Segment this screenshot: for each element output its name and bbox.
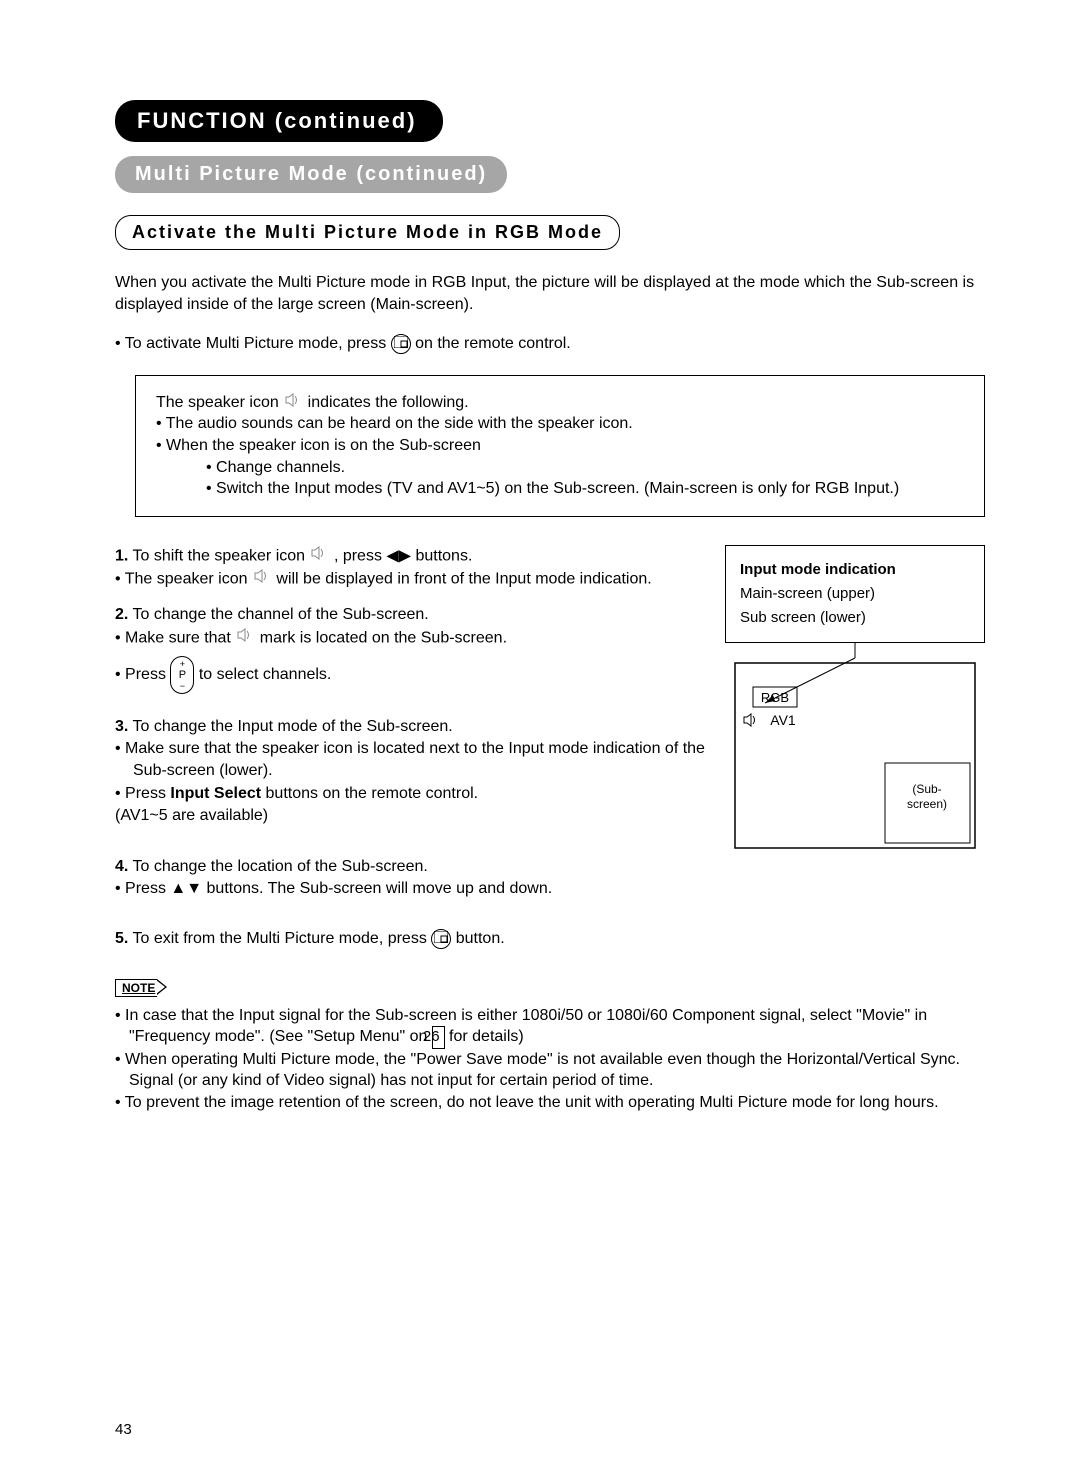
steps-column: 1. To shift the speaker icon , press ◀▶ … [115, 545, 705, 951]
step-number: 5. [115, 930, 128, 947]
intro-paragraph: When you activate the Multi Picture mode… [115, 272, 985, 315]
text: buttons. [415, 547, 472, 564]
text: • When the speaker icon is on the Sub-sc… [156, 435, 964, 457]
text: To change the channel of the Sub-screen. [133, 606, 429, 623]
step-3-detail: • Make sure that the speaker icon is loc… [115, 738, 705, 783]
text: • Press [115, 785, 170, 802]
svg-text:AV1: AV1 [770, 712, 796, 728]
step-2-press: • Press +P− to select channels. [115, 656, 705, 694]
svg-text:(Sub-: (Sub- [912, 782, 941, 796]
sub-screen-label: Sub screen (lower) [740, 606, 970, 630]
text: • Make sure that [115, 629, 235, 646]
step-4: 4. To change the location of the Sub-scr… [115, 856, 705, 878]
manual-page: FUNCTION (continued) Multi Picture Mode … [0, 0, 1080, 1478]
section-header-function: FUNCTION (continued) [115, 100, 443, 142]
note-item-2: • When operating Multi Picture mode, the… [115, 1049, 985, 1092]
speaker-icon [285, 392, 301, 414]
page-ref: 26 [432, 1026, 445, 1048]
note-item-1: • In case that the Input signal for the … [115, 1005, 985, 1049]
section-header-activate: Activate the Multi Picture Mode in RGB M… [115, 215, 620, 250]
speaker-icon [237, 627, 253, 649]
step-2: 2. To change the channel of the Sub-scre… [115, 604, 705, 626]
note-item-3: • To prevent the image retention of the … [115, 1092, 985, 1114]
step-1: 1. To shift the speaker icon , press ◀▶ … [115, 545, 705, 568]
input-mode-box: Input mode indication Main-screen (upper… [725, 545, 985, 643]
step-3-note: (AV1~5 are available) [115, 805, 705, 827]
text: • Press [115, 880, 170, 897]
instructions-columns: 1. To shift the speaker icon , press ◀▶ … [115, 545, 985, 951]
section-header-multi-picture: Multi Picture Mode (continued) [115, 156, 507, 193]
step-2-detail: • Make sure that mark is located on the … [115, 627, 705, 650]
text: To change the Input mode of the Sub-scre… [133, 718, 453, 735]
text: • The audio sounds can be heard on the s… [156, 413, 964, 435]
text: The speaker icon [156, 394, 283, 411]
note-label: NOTE [115, 979, 157, 997]
text: To exit from the Multi Picture mode, pre… [133, 930, 432, 947]
left-right-icon: ◀▶ [386, 547, 411, 564]
text: on the remote control. [415, 335, 571, 352]
text: • To activate Multi Picture mode, press [115, 335, 391, 352]
up-down-icon: ▲▼ [170, 880, 202, 897]
main-screen-label: Main-screen (upper) [740, 582, 970, 606]
text-bold: Input Select [170, 785, 261, 802]
text: To change the location of the Sub-screen… [133, 858, 428, 875]
p-button-icon: +P− [170, 656, 194, 694]
text: To shift the speaker icon [133, 547, 310, 564]
diagram-column: Input mode indication Main-screen (upper… [725, 545, 985, 951]
input-mode-title: Input mode indication [740, 558, 970, 582]
step-3-press: • Press Input Select buttons on the remo… [115, 783, 705, 805]
step-5: 5. To exit from the Multi Picture mode, … [115, 928, 705, 950]
text: mark is located on the Sub-screen. [260, 629, 507, 646]
text: button. [456, 930, 505, 947]
step-number: 1. [115, 547, 128, 564]
notes-list: • In case that the Input signal for the … [115, 1005, 985, 1114]
speaker-icon [311, 545, 327, 567]
pip-icon [431, 929, 451, 949]
text: to select channels. [199, 666, 332, 683]
svg-text:screen): screen) [907, 797, 947, 811]
step-number: 2. [115, 606, 128, 623]
screen-diagram: RGB AV1 (Sub- screen) [725, 643, 985, 858]
speaker-icon [254, 568, 270, 590]
text: • Change channels. [156, 457, 964, 479]
step-number: 3. [115, 718, 128, 735]
text: • The speaker icon [115, 570, 252, 587]
note-section: NOTE • In case that the Input signal for… [115, 979, 985, 1114]
text: will be displayed in front of the Input … [276, 570, 651, 587]
speaker-info-box: The speaker icon indicates the following… [135, 375, 985, 517]
text: buttons on the remote control. [266, 785, 479, 802]
text: buttons. The Sub-screen will move up and… [207, 880, 553, 897]
step-4-detail: • Press ▲▼ buttons. The Sub-screen will … [115, 878, 705, 900]
step-3: 3. To change the Input mode of the Sub-s… [115, 716, 705, 738]
step-number: 4. [115, 858, 128, 875]
page-number: 43 [115, 1421, 132, 1438]
svg-text:RGB: RGB [761, 690, 789, 705]
text: , press [334, 547, 386, 564]
text: indicates the following. [308, 394, 469, 411]
text: • Switch the Input modes (TV and AV1~5) … [156, 478, 964, 500]
text: • Press [115, 666, 170, 683]
activate-instruction: • To activate Multi Picture mode, press … [115, 333, 985, 355]
step-1-detail: • The speaker icon will be displayed in … [115, 568, 705, 591]
pip-icon [391, 334, 411, 354]
text: for details) [449, 1028, 524, 1045]
